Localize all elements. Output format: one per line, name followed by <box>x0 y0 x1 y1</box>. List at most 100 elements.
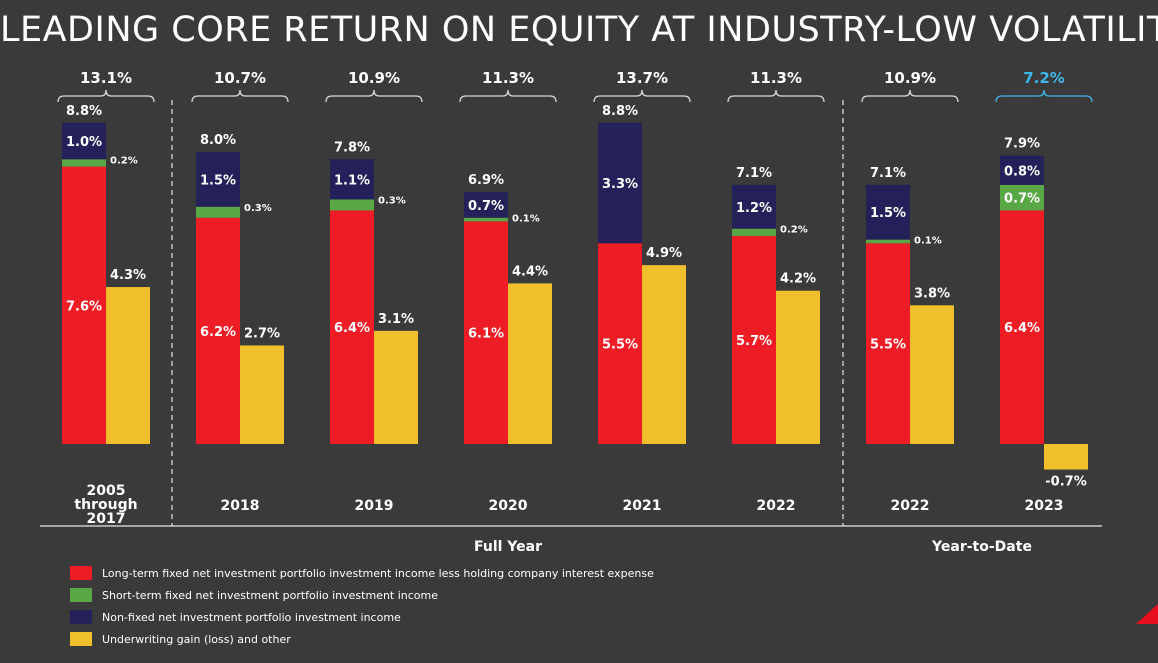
label-underwriting: 3.8% <box>914 286 950 301</box>
group-label: Full Year <box>474 539 542 555</box>
label-total-roe: 13.1% <box>80 69 132 87</box>
corner-accent-shape <box>1136 604 1158 624</box>
legend-label-non-fixed: Non-fixed net investment portfolio inves… <box>102 610 401 624</box>
chart-title: LEADING CORE RETURN ON EQUITY AT INDUSTR… <box>0 10 1158 50</box>
total-brace <box>861 89 959 103</box>
total-brace <box>459 89 557 103</box>
label-short-term: 0.2% <box>110 155 138 166</box>
bar-segment-short-term <box>732 228 776 236</box>
x-tick-label: 2022 <box>891 498 930 514</box>
bar-underwriting <box>776 290 820 444</box>
legend-label-long-term: Long-term fixed net investment portfolio… <box>102 566 654 580</box>
bar-underwriting <box>374 330 418 444</box>
label-total-roe: 10.7% <box>214 69 266 87</box>
bar-segment-long-term <box>732 235 776 444</box>
bar-underwriting <box>508 283 552 444</box>
total-brace <box>191 89 289 103</box>
label-non-fixed: 1.1% <box>334 173 370 188</box>
total-brace <box>995 89 1093 103</box>
bar-segment-non-fixed <box>598 122 642 244</box>
legend-swatch-underwriting <box>70 632 92 646</box>
label-total-roe: 7.2% <box>1023 69 1065 87</box>
label-total-roe: 10.9% <box>348 69 400 87</box>
label-non-fixed: 0.8% <box>1004 164 1040 179</box>
label-long-term: 6.4% <box>1004 321 1040 336</box>
label-investment-total: 6.9% <box>468 173 504 188</box>
label-investment-total: 8.8% <box>66 104 102 119</box>
label-underwriting: 3.1% <box>378 312 414 327</box>
label-underwriting: 4.4% <box>512 264 548 279</box>
bar-segment-non-fixed <box>866 184 910 240</box>
label-short-term: 0.1% <box>512 214 540 225</box>
label-underwriting: -0.7% <box>1045 475 1086 490</box>
x-tick-label: 2005 through 2017 <box>74 483 137 527</box>
label-investment-total: 7.1% <box>736 166 772 181</box>
bar-underwriting <box>106 287 150 444</box>
bar-segment-long-term <box>464 221 508 444</box>
label-short-term: 0.2% <box>780 225 808 236</box>
bar-segment-non-fixed <box>1000 155 1044 185</box>
legend-swatch-long-term <box>70 566 92 580</box>
legend-swatch-short-term <box>70 588 92 602</box>
label-total-roe: 13.7% <box>616 69 668 87</box>
bar-segment-non-fixed <box>196 152 240 207</box>
legend-swatch-non-fixed <box>70 610 92 624</box>
x-tick-label: 2023 <box>1025 498 1064 514</box>
x-tick-label: 2019 <box>355 498 394 514</box>
label-non-fixed: 3.3% <box>602 177 638 192</box>
label-long-term: 6.4% <box>334 321 370 336</box>
label-short-term: 0.3% <box>378 195 406 206</box>
label-long-term: 6.1% <box>468 327 504 342</box>
bar-underwriting <box>1044 444 1088 470</box>
label-investment-total: 7.8% <box>334 140 370 155</box>
label-short-term: 0.1% <box>914 236 942 247</box>
label-total-roe: 11.3% <box>482 69 534 87</box>
total-brace <box>593 89 691 103</box>
label-investment-total: 8.0% <box>200 133 236 148</box>
bar-segment-short-term <box>1000 184 1044 211</box>
total-brace <box>57 89 155 103</box>
bar-segment-short-term <box>464 217 508 222</box>
total-braces: 13.1% 10.7% 10.9% 11.3% 13.7% 11.3% 10.9% 7.2% <box>57 69 1093 103</box>
bar-segment-long-term <box>866 243 910 444</box>
label-non-fixed: 1.5% <box>200 173 236 188</box>
label-total-roe: 11.3% <box>750 69 802 87</box>
label-long-term: 5.5% <box>870 338 906 353</box>
label-non-fixed: 1.0% <box>66 135 102 150</box>
label-underwriting: 4.2% <box>780 272 816 287</box>
bar-segment-short-term <box>196 206 240 218</box>
legend-label-short-term: Short-term fixed net investment portfoli… <box>102 588 439 602</box>
bar-segment-non-fixed <box>464 192 508 218</box>
label-short-term: 0.7% <box>1004 192 1040 207</box>
bar-segment-long-term <box>598 243 642 444</box>
label-long-term: 6.2% <box>200 325 236 340</box>
bar-segment-non-fixed <box>62 122 106 160</box>
label-long-term: 5.7% <box>736 334 772 349</box>
bar-marks <box>62 122 1088 470</box>
x-tick-labels: 2005 through 2017 2018 2019 2020 2021 2022 2022 2… <box>74 483 1063 527</box>
bar-segment-long-term <box>330 210 374 444</box>
x-tick-label: 2018 <box>221 498 260 514</box>
bar-segment-non-fixed <box>732 184 776 229</box>
bar-underwriting <box>910 305 954 444</box>
bar-underwriting <box>240 345 284 444</box>
label-non-fixed: 1.5% <box>870 206 906 221</box>
bar-underwriting <box>642 265 686 444</box>
label-non-fixed: 1.2% <box>736 201 772 216</box>
label-short-term: 0.3% <box>244 203 272 214</box>
group-labels: Full Year Year-to-Date <box>474 539 1032 555</box>
bar-segment-non-fixed <box>330 159 374 200</box>
x-tick-label: 2022 <box>757 498 796 514</box>
total-brace <box>325 89 423 103</box>
bar-segment-long-term <box>196 217 240 444</box>
label-total-roe: 10.9% <box>884 69 936 87</box>
label-non-fixed: 0.7% <box>468 199 504 214</box>
label-underwriting: 2.7% <box>244 326 280 341</box>
legend-item-underwriting: Underwriting gain (loss) and other <box>70 628 654 650</box>
label-underwriting: 4.3% <box>110 268 146 283</box>
group-label: Year-to-Date <box>931 539 1032 555</box>
x-tick-label: 2020 <box>489 498 528 514</box>
bar-segment-long-term <box>1000 210 1044 444</box>
label-long-term: 7.6% <box>66 299 102 314</box>
